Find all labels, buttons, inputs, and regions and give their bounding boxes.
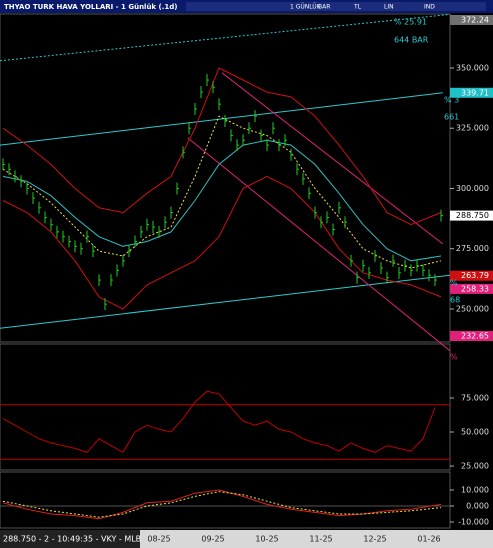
price-label: 288.750 — [456, 211, 489, 220]
price-label-box — [450, 331, 493, 341]
rsi-panel — [0, 343, 451, 471]
y-tick-label: 75.000 — [461, 393, 489, 402]
y-tick-label: 350.000 — [456, 63, 489, 72]
annotation: % 25.91 — [394, 18, 427, 27]
y-tick-label: 0.000 — [466, 502, 489, 511]
indicator-line — [2, 139, 442, 262]
price-label: 372.24 — [461, 16, 489, 25]
x-tick-label: 10-25 — [255, 535, 278, 544]
toolbar-item: TL — [353, 4, 362, 11]
x-tick-label: 12-25 — [363, 535, 386, 544]
price-label-box — [450, 210, 493, 221]
x-tick-label: 01-26 — [417, 535, 440, 544]
y-tick-label: 25.000 — [461, 462, 489, 471]
toolbar — [186, 2, 486, 11]
price-label: 258.33 — [461, 284, 489, 293]
price-label-box — [450, 283, 493, 294]
status-text: 288.750 - 2 - 10:49:35 - VKY - MLB — [3, 535, 141, 544]
y-tick-label: 10.000 — [461, 486, 489, 495]
y-tick-label: 325.000 — [456, 124, 489, 133]
x-tick-label: 09-25 — [201, 535, 224, 544]
trendline — [0, 274, 451, 329]
y-tick-label: -10.000 — [458, 518, 489, 527]
trendline — [0, 13, 451, 62]
annotation: 68 — [450, 296, 460, 305]
annotation: 644 BAR — [394, 36, 429, 45]
trendline — [187, 137, 451, 352]
y-tick-label: 300.000 — [456, 184, 489, 193]
window-title: THYAO TURK HAVA YOLLARI - 1 Günlük (.1d) — [4, 3, 177, 11]
annotation: % — [450, 353, 458, 362]
toolbar-item: LIN — [384, 4, 394, 11]
indicator-line — [2, 175, 442, 310]
toolbar-item: IND — [424, 4, 435, 11]
macd-panel — [0, 471, 451, 529]
price-label: 232.65 — [461, 332, 489, 341]
y-tick-label: 275.000 — [456, 244, 489, 253]
toolbar-item: BAR — [318, 4, 330, 11]
trendline — [221, 72, 444, 245]
toolbar-item: 1 GÜNLÜK — [290, 4, 322, 11]
price-label: 263.79 — [461, 271, 489, 280]
indicator-line — [2, 67, 442, 226]
price-label: 339.71 — [461, 88, 489, 97]
annotation: % 3 — [444, 96, 459, 105]
trendline — [0, 92, 443, 146]
status-box — [0, 530, 140, 548]
y-tick-label: 50.000 — [461, 428, 489, 437]
indicator-line — [2, 115, 442, 269]
x-tick-label: 08-25 — [147, 535, 170, 544]
indicator-line — [2, 491, 442, 518]
price-label-box — [450, 270, 493, 281]
indicator-line — [2, 489, 442, 520]
price-panel — [0, 13, 451, 343]
indicator-line — [2, 390, 436, 454]
price-label-box — [450, 15, 493, 25]
annotation: 661 — [444, 113, 459, 122]
price-label-box — [450, 87, 493, 98]
x-tick-label: 11-25 — [309, 535, 332, 544]
y-tick-label: 250.000 — [456, 304, 489, 313]
annotation: % — [450, 279, 458, 288]
